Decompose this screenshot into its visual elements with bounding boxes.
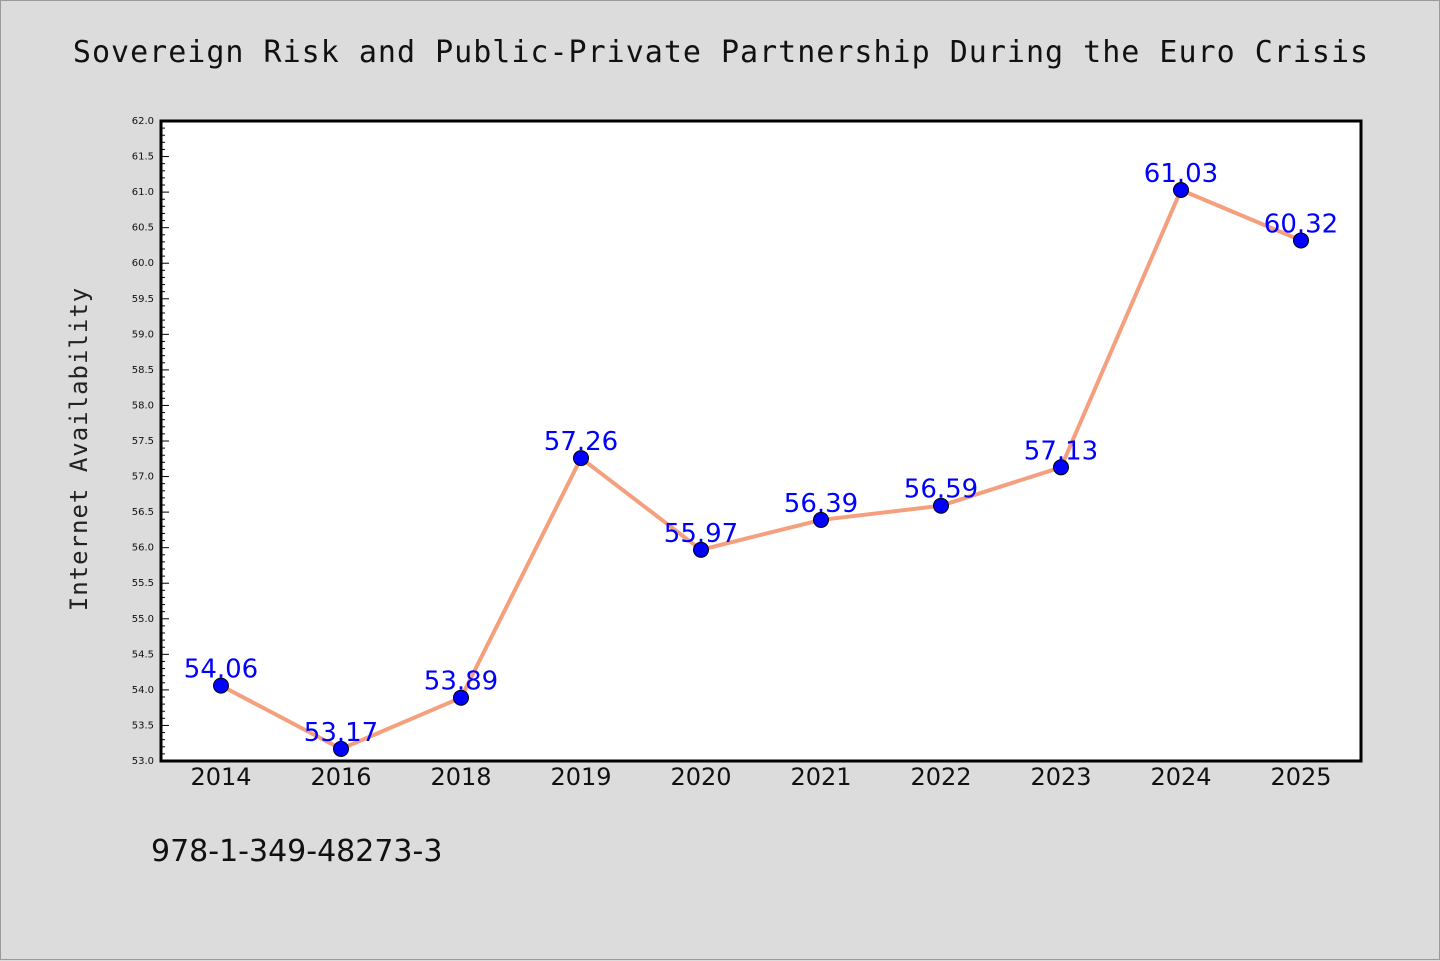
y-tick-label: 55.5 (132, 578, 154, 589)
x-tick-label: 2018 (430, 763, 491, 791)
data-label: 55.97 (664, 519, 738, 549)
data-label: 54.06 (184, 655, 258, 685)
y-axis: 53.0 53.5 54.0 54.5 55.0 55.5 56.0 56.5 57.0 57.5… (132, 116, 169, 767)
x-tick-label: 2021 (790, 763, 851, 791)
data-label: 60.32 (1264, 209, 1338, 239)
y-tick-label: 59.5 (132, 294, 154, 305)
x-tick-label: 2020 (670, 763, 731, 791)
data-point (213, 677, 229, 694)
isbn-text: 978-1-349-48273-3 (151, 834, 443, 869)
data-label: 56.59 (904, 475, 978, 505)
data-point (1173, 181, 1189, 198)
data-label: 57.26 (544, 427, 618, 457)
y-tick-label: 53.0 (132, 756, 154, 767)
y-tick-label: 54.5 (132, 649, 154, 660)
series-line (219, 187, 1303, 751)
plot-area (161, 121, 1361, 761)
y-tick-label: 58.5 (132, 365, 154, 376)
plot-frame (159, 119, 1363, 763)
y-tick-label: 54.0 (132, 685, 154, 696)
data-point (1053, 459, 1069, 476)
data-point (1293, 232, 1309, 249)
y-tick-label: 61.0 (132, 187, 154, 198)
data-point (813, 511, 829, 528)
data-label: 56.39 (784, 489, 858, 519)
data-label: 53.17 (304, 718, 378, 748)
data-point (453, 689, 469, 706)
y-tick-label: 60.0 (132, 258, 154, 269)
y-tick-label: 55.0 (132, 614, 154, 625)
x-tick-label: 2016 (310, 763, 371, 791)
y-tick-label: 57.0 (132, 472, 154, 483)
series-lines (219, 187, 1303, 751)
x-axis: 2014 2016 2018 2019 2020 2021 2022 2023 2024 2025 (190, 763, 1331, 791)
chart-title: Sovereign Risk and Public-Private Partne… (72, 35, 1370, 70)
x-tick-label: 2022 (910, 763, 971, 791)
y-tick-label: 56.0 (132, 543, 154, 554)
data-label: 61.03 (1144, 159, 1218, 189)
x-tick-label: 2014 (190, 763, 251, 791)
y-tick-label: 59.0 (132, 329, 154, 340)
y-tick-label: 57.5 (132, 436, 154, 447)
y-axis-label: Internet Availability (65, 287, 93, 611)
series-points (213, 181, 1309, 757)
data-label: 57.13 (1024, 436, 1098, 466)
data-point (573, 450, 589, 467)
data-point (333, 740, 349, 757)
x-tick-label: 2024 (1150, 763, 1211, 791)
y-tick-label: 58.0 (132, 400, 154, 411)
y-tick-label: 61.5 (132, 152, 154, 163)
x-tick-label: 2023 (1030, 763, 1091, 791)
x-tick-label: 2025 (1270, 763, 1331, 791)
data-label: 53.89 (424, 667, 498, 697)
data-point (933, 497, 949, 514)
y-tick-label: 60.5 (132, 223, 154, 234)
y-tick-label: 62.0 (132, 116, 154, 127)
x-tick-label: 2019 (550, 763, 611, 791)
data-labels: 54.06 53.17 53.89 57.26 55.97 56.39 56.59 57.13… (184, 159, 1338, 748)
y-tick-label: 53.5 (132, 720, 154, 731)
y-tick-label: 56.5 (132, 507, 154, 518)
data-point (693, 541, 709, 558)
